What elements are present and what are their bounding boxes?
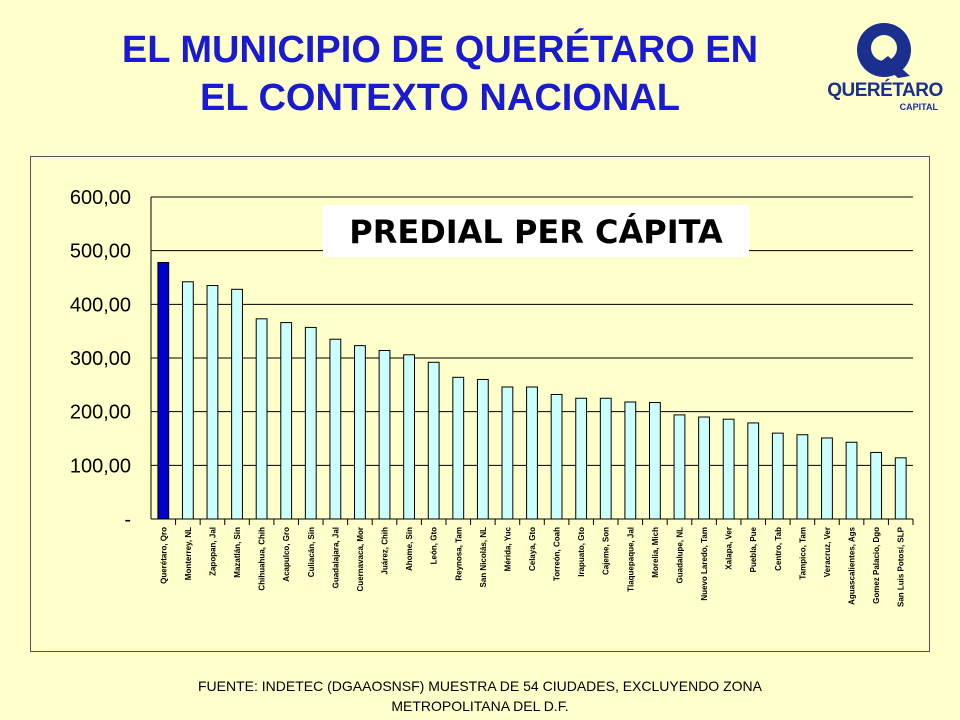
x-tick-label: Torreón, Coah [553,527,562,581]
x-tick-label: Nuevo Laredo, Tam [700,527,709,601]
bar [796,434,809,520]
bar [575,397,588,520]
x-tick-label: Reynosa, Tam [454,527,463,581]
bar [280,322,293,520]
x-tick-label: Cajeme, Son [602,527,611,575]
bar [403,354,416,520]
bar [771,432,784,520]
x-tick-label: Culiacán, Sin [307,527,316,577]
bar [501,386,514,520]
x-tick-label: Aguascalientes, Ags [848,526,857,605]
bar [255,318,268,520]
x-tick-label: Centro, Tab [774,527,783,571]
source-footer: FUENTE: INDETEC (DGAAOSNSF) MUESTRA DE 5… [60,676,900,716]
x-tick-label: Mazatlán, Sin [233,527,242,578]
x-tick-label: Irapuato, Gto [577,527,586,577]
x-tick-label: Mérida, Yuc [503,526,512,571]
bar [157,261,170,520]
y-tick-label: 600,00 [70,187,131,209]
queretaro-q-logo-icon [857,23,911,78]
logo-word: QUERÉTARO [827,80,943,101]
y-tick-label: - [124,509,131,531]
x-tick-label: Monterrey, NL [184,527,193,580]
bar [304,326,317,520]
x-tick-label: Tlaquepaque, Jal [626,527,635,592]
y-tick-label: 100,00 [70,455,131,477]
x-tick-label: Juárez, Chih [381,527,390,575]
bar [181,281,194,520]
y-tick-label: 400,00 [70,294,131,316]
x-tick-label: Acapulco, Gro [282,527,291,582]
footer-line-2: METROPOLITANA DEL D.F. [391,698,569,714]
predial-bar-chart: - 100,00 200,00 300,00 400,00 500,00 600,00 Que… [70,187,914,607]
x-tick-label: Chihuahua, Chih [258,527,267,591]
chart-frame: - 100,00 200,00 300,00 400,00 500,00 600,00 Que… [30,156,930,652]
chart-title-box [323,205,749,257]
page-title: EL MUNICIPIO DE QUERÉTARO EN EL CONTEXTO… [40,26,840,122]
footer-line-1: FUENTE: INDETEC (DGAAOSNSF) MUESTRA DE 5… [198,678,762,694]
bar [354,345,366,520]
x-tick-label: San Nicolás, NL [479,527,488,588]
x-tick-label: Ahome, Sin [405,527,414,571]
logo-sub: CAPITAL [899,102,938,112]
bar [845,441,858,520]
bar [550,393,563,520]
bar [452,376,465,520]
x-tick-label: Cuernavaca, Mor [356,527,365,591]
x-tick-label: Guadalupe, NL [675,527,684,584]
bar [870,451,883,520]
bar [526,386,538,520]
bar [206,285,219,520]
x-tick-label: Zapopan, Jal [208,527,217,576]
x-tick-label: Veracruz, Ver [823,527,832,577]
x-tick-label: Puebla, Pue [749,526,758,572]
bar [476,378,489,520]
queretaro-capital-logo: QUERÉTARO CAPITAL [826,18,946,118]
bar [427,361,440,520]
x-tick-label: Guadalajara, Jal [331,527,340,588]
y-tick-label: 500,00 [70,241,131,263]
bar [747,422,760,520]
bar [378,349,391,520]
y-tick-label: 300,00 [70,348,131,370]
bar [722,418,735,520]
bar [599,397,612,520]
bar [698,416,710,520]
bar [624,401,637,520]
y-tick-label: 200,00 [70,402,131,424]
title-line-2: EL CONTEXTO NACIONAL [200,77,680,119]
x-tick-label: León, Gto [430,527,439,564]
bar [673,414,686,520]
x-tick-label: Querétaro, Qro [159,527,168,584]
x-tick-label: San Luis Potosí, SLP [897,526,906,607]
x-tick-label: Xalapa, Ver [725,527,734,570]
title-line-1: EL MUNICIPIO DE QUERÉTARO EN [121,29,759,71]
x-tick-label: Tampico, Tam [798,527,807,580]
bar [329,338,342,520]
x-tick-label: Celaya, Gto [528,527,537,571]
bar [231,288,243,520]
bar [894,457,907,520]
chart-title: PREDIAL PER CÁPITA [349,213,723,251]
x-tick-label: Gomez Palacio, Dgo [872,527,881,604]
bar [648,402,661,520]
x-tick-label: Morelia, Mich [651,527,660,578]
bar [821,437,833,520]
